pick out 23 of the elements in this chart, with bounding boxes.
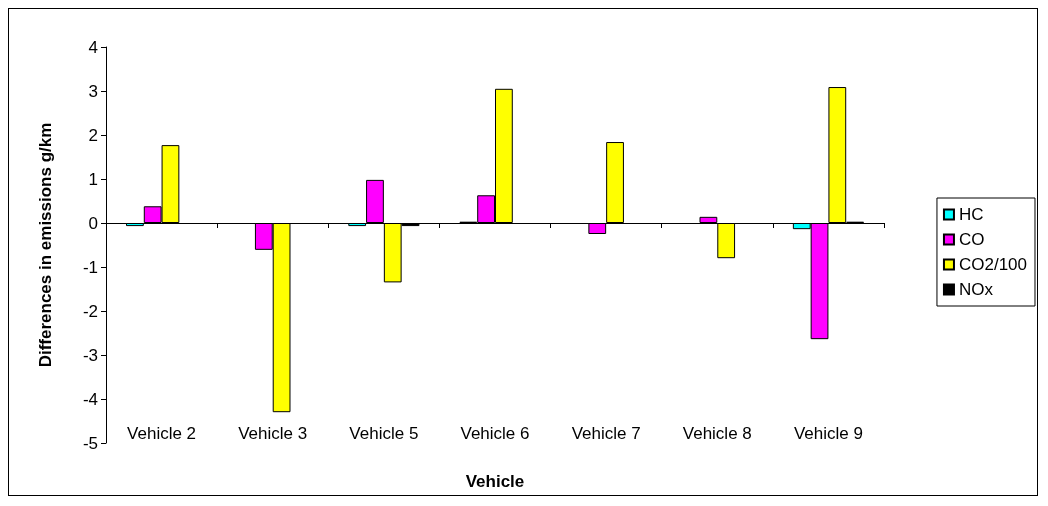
y-tick-label: 2 <box>88 125 98 145</box>
x-tick-label: Vehicle 6 <box>460 424 530 443</box>
y-tick-label: -4 <box>82 389 98 409</box>
y-tick-label: 1 <box>88 169 98 189</box>
x-tick-label: Vehicle 2 <box>127 424 197 443</box>
y-tick-label: 0 <box>88 213 98 233</box>
x-tick-label: Vehicle 7 <box>571 424 641 443</box>
y-tick-label: 4 <box>88 37 98 57</box>
y-tick-label: -5 <box>82 433 98 453</box>
x-tick-label: Vehicle 9 <box>793 424 863 443</box>
y-tick-label: 3 <box>88 81 98 101</box>
y-axis-title: Differences in emissions g/km <box>36 122 55 368</box>
x-axis-title: Vehicle <box>465 472 525 491</box>
y-tick-label: -2 <box>82 301 98 321</box>
legend-label: CO2/100 <box>958 255 1028 274</box>
x-tick-label: Vehicle 5 <box>349 424 419 443</box>
x-tick-label: Vehicle 3 <box>238 424 308 443</box>
x-tick-label: Vehicle 8 <box>682 424 752 443</box>
legend-label: NOx <box>958 280 994 299</box>
legend-label: HC <box>958 205 984 224</box>
legend-label: CO <box>958 230 985 249</box>
y-tick-label: -1 <box>82 257 98 277</box>
y-tick-label: -3 <box>82 345 98 365</box>
